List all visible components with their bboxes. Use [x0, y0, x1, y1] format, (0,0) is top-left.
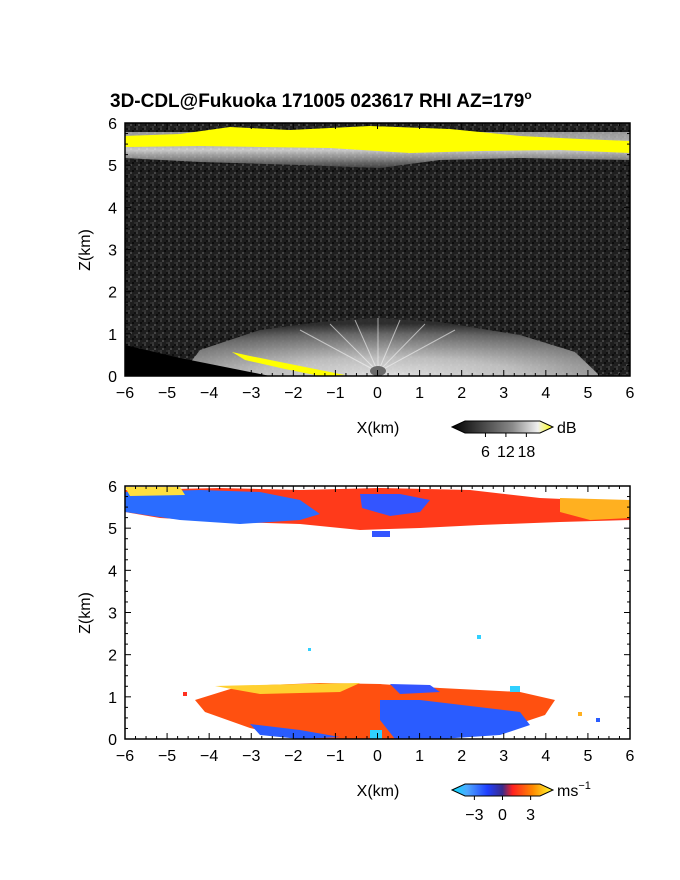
boundary-layer-negative-west [250, 724, 340, 739]
x-tick-label: 1 [415, 748, 424, 765]
cloud-layer-saturation [125, 126, 630, 153]
cloud-fragment [372, 531, 390, 537]
y-tick-label: 3 [108, 606, 117, 623]
isolated-echo [477, 635, 481, 639]
fan-rays [299, 318, 456, 373]
colorbar-bar [450, 783, 555, 797]
colorbar-tick-label: 3 [526, 807, 535, 824]
x-axis-label: X(km) [357, 420, 400, 437]
y-tick-label: 2 [108, 648, 117, 665]
y-tick-label: 6 [108, 479, 117, 496]
y-tick-label: 0 [108, 369, 117, 386]
velocity-panel: −6 −5 −4 −3 −2 −1 0 1 2 3 4 5 6 0 1 2 3 4 5 6 X(km) Z(km) m… [77, 479, 635, 824]
colorbar-tick-label: −3 [465, 807, 483, 824]
cloud-layer-east [560, 498, 630, 520]
axes: −6 −5 −4 −3 −2 −1 0 1 2 3 4 5 6 0 1 2 3 4 5 6 [108, 116, 634, 402]
x-tick-label: −4 [200, 385, 218, 402]
isolated-echo [183, 692, 187, 696]
colorbar-unit: ms−1 [557, 780, 591, 800]
x-tick-label: 2 [457, 748, 466, 765]
ground-clutter [232, 352, 345, 376]
boundary-layer-negative-top [390, 684, 440, 694]
x-tick-label: −1 [326, 385, 344, 402]
colorbar-tick-label: 18 [517, 444, 535, 461]
y-tick-label: 5 [108, 158, 117, 175]
colorbar-ticks: 6 12 18 [481, 433, 535, 461]
x-tick-label: 2 [457, 385, 466, 402]
x-tick-label: −6 [116, 748, 134, 765]
x-tick-label: 6 [626, 385, 635, 402]
isolated-echo [308, 648, 311, 651]
radar-site-echo [370, 730, 382, 739]
x-tick-label: 6 [626, 748, 635, 765]
x-tick-label: −5 [158, 748, 176, 765]
y-axis-label: Z(km) [77, 229, 94, 271]
x-tick-label: 3 [499, 385, 508, 402]
degree-mark: o [524, 88, 531, 102]
y-tick-label: 4 [108, 563, 117, 580]
x-tick-label: −4 [200, 748, 218, 765]
velocity-colorbar: ms−1 −3 0 3 [450, 780, 591, 824]
y-tick-label: 1 [108, 327, 117, 344]
boundary-layer-negative-east [380, 700, 530, 739]
colorbar-unit: dB [557, 420, 577, 437]
x-tick-label: −3 [242, 385, 260, 402]
reflectivity-colorbar: dB 6 12 18 [450, 420, 577, 461]
x-tick-label: −1 [326, 748, 344, 765]
y-tick-label: 2 [108, 285, 117, 302]
y-tick-label: 1 [108, 690, 117, 707]
x-tick-label: 4 [541, 748, 550, 765]
colorbar-tick-label: 0 [498, 807, 507, 824]
scattered-echo [510, 686, 520, 692]
x-tick-label: −6 [116, 385, 134, 402]
axes: −6 −5 −4 −3 −2 −1 0 1 2 3 4 5 6 0 1 2 3 4 5 6 [108, 479, 634, 765]
colorbar-bar [450, 420, 555, 434]
isolated-echo [578, 712, 582, 716]
colorbar-ticks: −3 0 3 [465, 796, 535, 824]
x-tick-label: 5 [583, 748, 592, 765]
terrain-shadow [125, 345, 270, 376]
x-tick-label: 5 [583, 385, 592, 402]
y-tick-label: 4 [108, 200, 117, 217]
y-tick-label: 6 [108, 116, 117, 133]
isolated-echo [596, 718, 600, 722]
boundary-layer-top [215, 683, 360, 694]
y-tick-label: 5 [108, 521, 117, 538]
x-tick-label: −5 [158, 385, 176, 402]
x-tick-label: 0 [373, 385, 382, 402]
cloud-layer-negative-center [360, 494, 430, 516]
x-tick-label: −2 [284, 385, 302, 402]
y-axis-label: Z(km) [77, 592, 94, 634]
cloud-layer-negative-west [125, 490, 320, 524]
x-tick-label: −3 [242, 748, 260, 765]
colorbar-tick-label: 6 [481, 444, 490, 461]
cloud-layer-top-west [125, 487, 185, 496]
x-tick-label: 1 [415, 385, 424, 402]
y-tick-label: 3 [108, 243, 117, 260]
x-tick-label: 4 [541, 385, 550, 402]
x-tick-label: −2 [284, 748, 302, 765]
colorbar-tick-label: 12 [497, 444, 515, 461]
boundary-layer-echo [180, 318, 600, 376]
chart-title: 3D-CDL@Fukuoka 171005 023617 RHI AZ=179o [110, 88, 532, 112]
x-tick-label: 0 [373, 748, 382, 765]
x-tick-label: 3 [499, 748, 508, 765]
x-axis-label: X(km) [357, 783, 400, 800]
y-tick-label: 0 [108, 732, 117, 749]
